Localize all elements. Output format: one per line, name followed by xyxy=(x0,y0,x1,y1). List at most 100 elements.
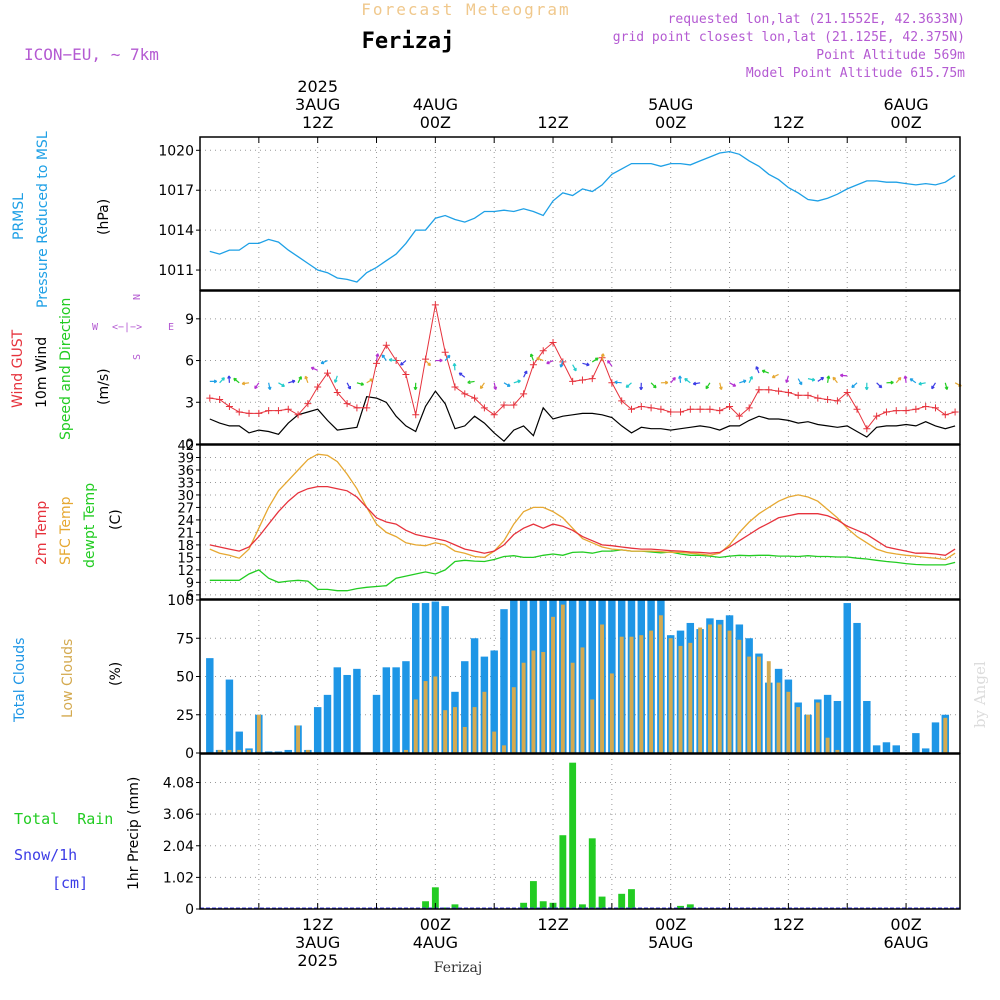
wind-direction-arrow xyxy=(503,382,511,387)
total-clouds-bar xyxy=(412,603,420,753)
wind-direction-arrow xyxy=(614,380,622,385)
wind-gust-marker xyxy=(755,386,763,394)
pressure-line xyxy=(209,150,956,283)
wind-gust-marker xyxy=(637,402,645,410)
wind-gust-marker xyxy=(529,361,537,369)
rain-bar xyxy=(598,896,606,909)
wind-direction-arrow xyxy=(886,380,894,385)
wind-gust-marker xyxy=(873,412,881,420)
top-time-label: 12Z xyxy=(302,113,333,132)
wind-direction-arrow xyxy=(375,353,380,361)
wind-gust-marker xyxy=(794,391,802,399)
precip-tick-label: 3.06 xyxy=(163,807,194,823)
temp-tick-label: 6 xyxy=(186,589,194,604)
wind-direction-arrow xyxy=(467,380,475,385)
wind-direction-arrow xyxy=(909,378,917,384)
wind-direction-arrow xyxy=(546,360,554,365)
wind-gust-marker xyxy=(255,409,263,417)
wind-gust-marker xyxy=(833,397,841,405)
total-clouds-bar xyxy=(206,658,214,753)
wind-tick-label: 3 xyxy=(185,395,194,411)
low-clouds-bar xyxy=(806,714,810,753)
low-clouds-bar xyxy=(619,636,624,753)
total-clouds-bar xyxy=(235,731,243,753)
total-clouds-bar xyxy=(323,694,332,753)
precip-tick-label: 2.04 xyxy=(163,839,194,855)
pressure-unit: (hPa) xyxy=(96,199,112,235)
wind-gust-marker xyxy=(912,405,920,413)
temp-tick-label: 18 xyxy=(177,539,194,554)
wind-direction-arrow xyxy=(278,382,285,388)
model-altitude: Model Point Altitude 615.75m xyxy=(746,66,965,81)
wind-gust-marker xyxy=(686,405,694,413)
wind-direction-arrow xyxy=(755,366,760,374)
low-clouds-bar xyxy=(296,725,301,753)
bottom-time-label: 00Z xyxy=(655,915,686,934)
footer-location: Ferizaj xyxy=(434,960,482,976)
wind-direction-arrow xyxy=(425,360,431,367)
low-clouds-bar xyxy=(511,687,516,753)
wind-direction-arrow xyxy=(536,356,544,362)
low-clouds-bar xyxy=(570,662,575,753)
total-clouds-bar xyxy=(343,674,351,753)
wind-direction-arrow xyxy=(931,382,936,390)
wind-direction-arrow xyxy=(817,376,825,382)
rain-bar xyxy=(441,907,449,909)
requested-coords: requested lon,lat (21.1552E, 42.3633N) xyxy=(668,12,965,27)
panel-wind: 0 3 6 9 xyxy=(185,291,962,453)
wind-gust-marker xyxy=(323,369,331,377)
total-clouds-bar xyxy=(333,667,342,753)
total-clouds-bar xyxy=(931,722,940,753)
total-clouds-bar xyxy=(470,638,479,753)
wind-gust-marker xyxy=(804,391,812,399)
rain-bar xyxy=(588,838,596,909)
wind-gust-marker xyxy=(647,404,655,412)
precip-tick-label: 1.02 xyxy=(163,870,194,886)
clouds-tick-label: 0 xyxy=(185,746,194,762)
wind-unit: (m/s) xyxy=(96,368,112,405)
total-clouds-bar xyxy=(490,650,498,753)
wind-gust-marker xyxy=(667,408,675,416)
wind-direction-arrow xyxy=(458,372,466,378)
total-clouds-bar xyxy=(833,700,842,753)
total-clouds-bar xyxy=(823,694,832,753)
temp-2m-line xyxy=(209,485,956,556)
wind-gust-marker xyxy=(245,409,253,417)
wind-direction-arrow xyxy=(529,353,534,361)
wind-gust-marker xyxy=(814,394,822,402)
wind-direction-arrow xyxy=(413,382,418,391)
wind-gust-marker xyxy=(941,411,949,419)
wind-direction-arrow xyxy=(826,375,831,383)
wind-gust-marker xyxy=(333,389,341,397)
wind-tick-label: 6 xyxy=(185,354,194,370)
wind-direction-arrow xyxy=(400,360,407,366)
low-clouds-bar xyxy=(727,630,732,753)
wind-direction-arrow xyxy=(678,375,682,383)
wind-direction-arrow xyxy=(876,382,883,389)
low-clouds-bar xyxy=(590,699,595,753)
top-time-label: 5AUG xyxy=(648,95,693,114)
wind-direction-arrow xyxy=(895,376,902,384)
temp-tick-label: 15 xyxy=(177,551,194,566)
wind-gust-marker xyxy=(569,377,577,385)
panel-pressure: 1011 1014 1017 1020 xyxy=(158,137,960,290)
wind-gust-marker xyxy=(274,407,282,415)
top-time-label: 00Z xyxy=(655,113,686,132)
wind-gust-marker xyxy=(451,383,459,391)
low-clouds-bar xyxy=(472,707,477,753)
total-clouds-bar xyxy=(461,661,469,753)
low-clouds-bar xyxy=(786,691,791,753)
wind-direction-arrow xyxy=(705,382,711,390)
wind-direction-arrow xyxy=(388,358,397,362)
wind-gust-marker xyxy=(314,383,322,391)
wind-direction-arrow xyxy=(718,382,723,390)
wind-direction-arrow xyxy=(572,364,577,372)
wind-direction-arrow xyxy=(785,375,789,383)
wind-gust-marker xyxy=(775,387,783,395)
total-clouds-bar xyxy=(921,748,930,753)
wind-direction-arrow xyxy=(607,359,613,367)
wind-direction-arrow xyxy=(918,381,926,386)
compass-arrows: <−|−> xyxy=(112,322,142,333)
rain-bar xyxy=(677,905,684,909)
